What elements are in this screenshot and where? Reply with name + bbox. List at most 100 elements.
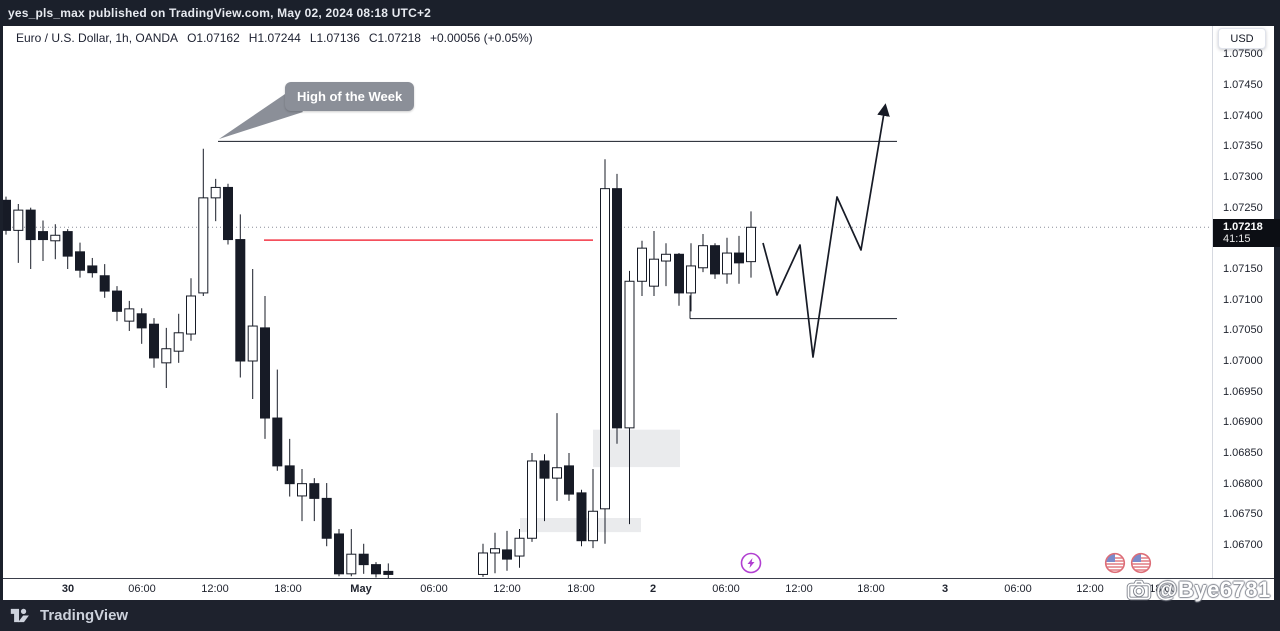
bear-candle <box>309 478 320 522</box>
price-tick-label: 1.07050 <box>1223 324 1263 337</box>
bear-candle <box>260 295 270 439</box>
time-tick-label: 18:00 <box>274 583 302 595</box>
bear-candle <box>112 286 122 322</box>
bear-candle <box>38 220 48 262</box>
bear-candle <box>539 454 550 522</box>
bull-candle <box>552 413 562 501</box>
price-axis[interactable]: USD 1.07500 1.07450 1.07400 1.07350 1.07300 1… <box>1212 26 1280 578</box>
bear-candle <box>223 183 233 245</box>
chart-background <box>3 26 1274 600</box>
bull-candle <box>13 203 24 263</box>
bar-countdown: 41:15 <box>1223 233 1251 246</box>
bull-candle <box>186 278 196 341</box>
quote-part: L1.07136 <box>309 31 360 45</box>
left-edge-strip <box>0 26 3 600</box>
bear-candle <box>734 235 744 284</box>
time-tick-label: 06:00 <box>712 583 740 595</box>
price-tick-label: 1.06700 <box>1223 539 1263 551</box>
currency-label: USD <box>1230 32 1254 45</box>
bear-candle <box>25 207 36 270</box>
time-tick-label: 18:00 <box>1149 583 1177 595</box>
bear-candle <box>612 173 622 444</box>
quote-part: H1.07244 <box>248 31 301 45</box>
high-of-week-callout[interactable]: High of the Week <box>285 82 415 111</box>
price-tick-label: 1.07250 <box>1223 201 1263 214</box>
bear-candle <box>710 243 720 279</box>
bull-candle <box>50 224 61 260</box>
time-tick-label: May <box>350 583 372 595</box>
callout-label: High of the Week <box>297 89 403 104</box>
footer-bar: TradingView <box>0 600 1280 631</box>
bull-candle <box>297 468 307 522</box>
bull-candle <box>346 529 357 577</box>
callout-tail <box>219 92 303 139</box>
last-price-badge: 1.07218 41:15 <box>1213 219 1280 248</box>
event-us-flag-icon[interactable] <box>1104 552 1126 574</box>
tradingview-logo-icon[interactable] <box>10 606 33 625</box>
time-tick-label: 06:00 <box>1004 583 1032 595</box>
quote-part: +0.00056 (+0.05%) <box>429 31 533 45</box>
price-tick-label: 1.06900 <box>1223 416 1263 429</box>
last-price-value: 1.07218 <box>1223 221 1263 234</box>
bull-candle <box>661 243 671 287</box>
bull-candle <box>686 243 696 312</box>
projection-zigzag[interactable] <box>762 103 890 358</box>
price-tick-label: 1.07000 <box>1223 355 1263 367</box>
publish-info-bar: yes_pls_max published on TradingView.com… <box>0 0 1280 26</box>
right-edge-strip <box>1274 26 1280 600</box>
time-tick-label: 12:00 <box>201 583 229 595</box>
price-tick-label: 1.07400 <box>1223 109 1263 122</box>
time-tick-label: 18:00 <box>857 583 885 595</box>
bull-candle <box>124 300 135 331</box>
tradingview-brand-label[interactable]: TradingView <box>40 607 129 624</box>
ohlc-values: O1.07162 H1.07244 L1.07136 C1.07218 +0.00056… <box>187 31 542 45</box>
bull-candle <box>588 468 598 549</box>
bear-candle <box>358 543 369 574</box>
camera-icon <box>1126 579 1152 601</box>
price-tick-label: 1.06750 <box>1223 508 1263 521</box>
bear-candle <box>371 562 381 578</box>
price-tick-label: 1.07500 <box>1223 48 1263 61</box>
bear-candle <box>149 318 159 368</box>
event-us-flag-icon[interactable] <box>1130 552 1152 574</box>
price-tick-label: 1.07150 <box>1223 263 1263 275</box>
bull-candle <box>478 543 488 577</box>
bear-candle <box>136 308 147 344</box>
author-watermark: @Bye6781 <box>1126 577 1271 603</box>
time-tick-label: 06:00 <box>128 583 156 595</box>
time-tick-label: 2 <box>649 583 657 595</box>
price-tick-label: 1.07100 <box>1223 293 1263 306</box>
symbol-header: Euro / U.S. Dollar, 1h, OANDA O1.07162 H1… <box>3 26 1212 50</box>
time-tick-label: 12:00 <box>493 583 521 595</box>
time-tick-label: 18:00 <box>567 583 595 595</box>
event-lightning-icon[interactable] <box>740 552 762 574</box>
bull-candle <box>698 234 708 273</box>
bear-candle <box>62 229 73 270</box>
symbol-title[interactable]: Euro / U.S. Dollar, 1h, OANDA <box>16 31 179 45</box>
bear-candle <box>75 242 85 278</box>
bear-candle <box>235 214 246 378</box>
quote-part: C1.07218 <box>368 31 421 45</box>
time-axis[interactable]: 30 06:00 12:00 18:00 May 06:00 12:00 18:00 2 06:0… <box>3 578 1274 600</box>
bull-candle <box>600 159 610 544</box>
bear-candle <box>576 489 587 547</box>
bull-candle <box>161 327 172 388</box>
bull-candle <box>637 240 647 296</box>
bull-candle <box>173 313 184 363</box>
bull-candle <box>527 453 537 542</box>
price-tick-label: 1.06950 <box>1223 385 1263 398</box>
time-tick-label: 30 <box>61 583 75 595</box>
bull-candle <box>247 269 258 400</box>
price-tick-label: 1.06800 <box>1223 477 1263 490</box>
bull-candle <box>746 211 756 278</box>
price-tick-label: 1.07300 <box>1223 171 1263 183</box>
time-tick-label: 3 <box>941 583 949 595</box>
bull-candle <box>198 148 209 296</box>
chart-canvas[interactable] <box>0 26 1212 578</box>
currency-toggle-button[interactable]: USD <box>1218 28 1266 49</box>
bear-candle <box>564 453 574 501</box>
bear-candle <box>383 563 394 578</box>
bear-candle <box>284 438 295 497</box>
bull-candle <box>649 230 659 296</box>
